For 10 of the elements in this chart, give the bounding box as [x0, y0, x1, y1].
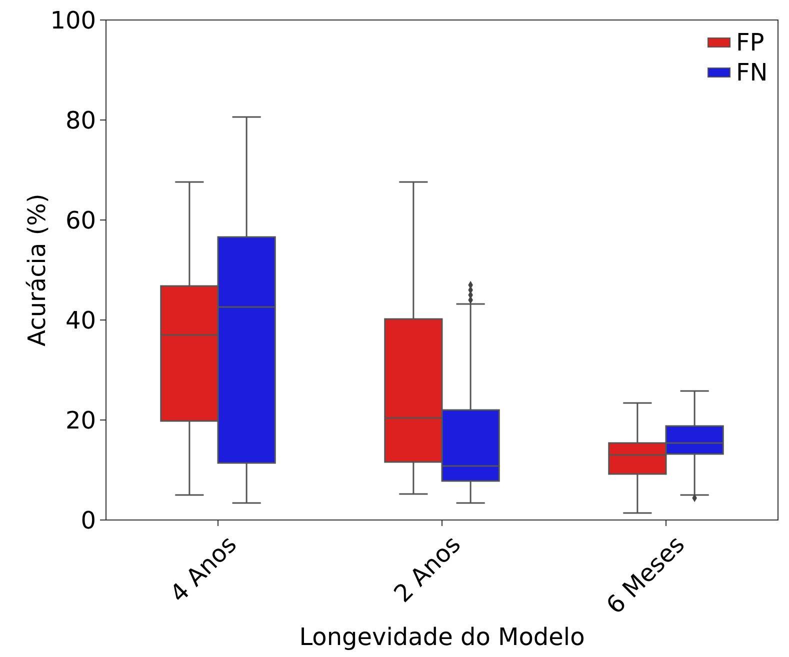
- y-tick-label: 100: [50, 6, 96, 34]
- legend-label: FP: [736, 28, 764, 56]
- y-tick-label: 40: [65, 306, 96, 334]
- y-tick-label: 20: [65, 406, 96, 434]
- y-tick-label: 60: [65, 206, 96, 234]
- legend-label: FN: [736, 58, 768, 86]
- y-axis-title: Acurácia (%): [23, 194, 51, 346]
- x-axis-title: Longevidade do Modelo: [299, 623, 585, 651]
- y-tick-label: 80: [65, 106, 96, 134]
- y-tick-label: 0: [80, 506, 96, 534]
